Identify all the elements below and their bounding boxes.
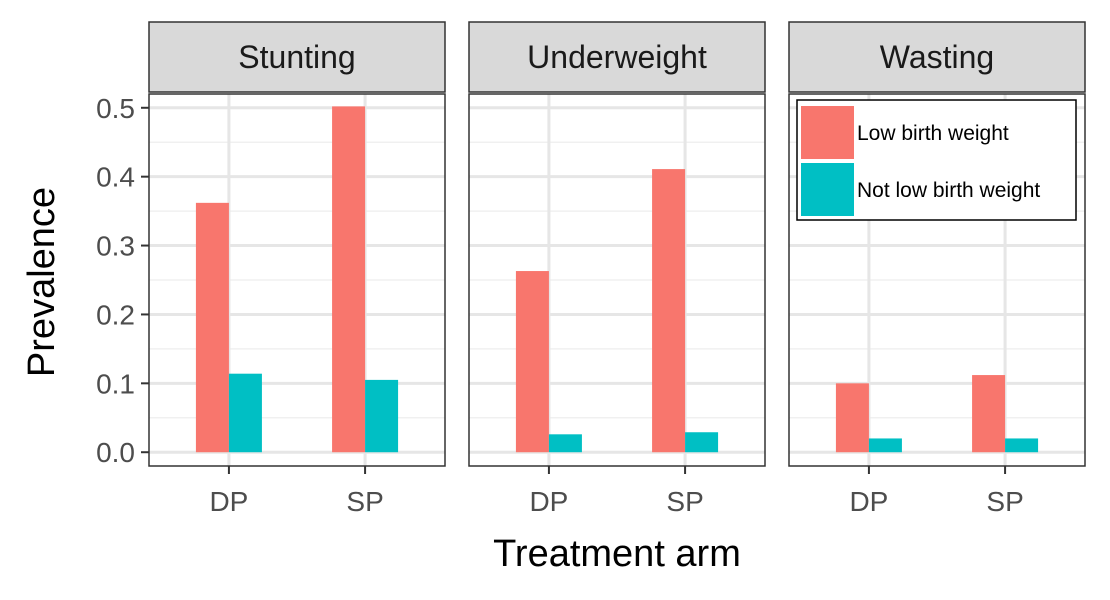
facet-title: Stunting [238, 39, 355, 75]
facet-strip [788, 21, 1086, 93]
x-axis-title: Treatment arm [493, 533, 741, 575]
bar-stunting-dp-low-birth-weight [195, 202, 229, 453]
legend-label: Not low birth weight [857, 179, 1040, 202]
facet-panels: Stunting DP SP Underweight DP SP Wasting DP SP [148, 21, 1086, 517]
bar-wasting-dp-low-birth-weight [835, 383, 869, 453]
bar-underweight-sp-low-birth-weight [652, 169, 686, 453]
x-tick-label: SP [346, 486, 383, 517]
bar-stunting-sp-not-low-birth-weight [365, 379, 399, 453]
legend-key [801, 163, 854, 216]
facet-panel-wasting: Wasting DP SP [788, 21, 1086, 517]
x-tick-label: DP [209, 486, 248, 517]
legend-key [801, 106, 854, 159]
bar-stunting-dp-not-low-birth-weight [228, 373, 262, 453]
facet-strip [148, 21, 446, 93]
facet-panel-underweight: Underweight DP SP [468, 21, 766, 517]
y-tick-label: 0.1 [96, 368, 135, 399]
y-tick-label: 0.4 [96, 162, 135, 193]
bar-wasting-sp-low-birth-weight [972, 375, 1006, 453]
y-tick-label: 0.3 [96, 231, 135, 262]
facet-panel-stunting: Stunting DP SP [148, 21, 446, 517]
bar-underweight-dp-not-low-birth-weight [548, 434, 582, 453]
facet-title: Underweight [527, 39, 707, 75]
y-tick-label: 0.0 [96, 437, 135, 468]
panel-border [148, 93, 446, 467]
y-tick-label: 0.5 [96, 93, 135, 124]
y-axis-title: Prevalence [21, 187, 63, 377]
y-tick-label: 0.2 [96, 299, 135, 330]
panel-border [788, 93, 1086, 467]
x-tick-label: SP [666, 486, 703, 517]
bar-underweight-dp-low-birth-weight [515, 271, 549, 453]
bar-wasting-dp-not-low-birth-weight [868, 438, 902, 453]
facet-title: Wasting [880, 39, 994, 75]
x-tick-label: DP [849, 486, 888, 517]
bar-underweight-sp-not-low-birth-weight [685, 432, 719, 453]
facet-strip [468, 21, 766, 93]
legend-label: Low birth weight [857, 122, 1009, 145]
bar-wasting-sp-not-low-birth-weight [1005, 438, 1039, 453]
bar-stunting-sp-low-birth-weight [332, 106, 366, 453]
legend: Low birth weight Not low birth weight [796, 99, 1077, 221]
panel-border [468, 93, 766, 467]
y-axis: 0.0 0.1 0.2 0.3 0.4 0.5 [96, 93, 149, 468]
x-tick-label: DP [529, 486, 568, 517]
x-tick-label: SP [986, 486, 1023, 517]
